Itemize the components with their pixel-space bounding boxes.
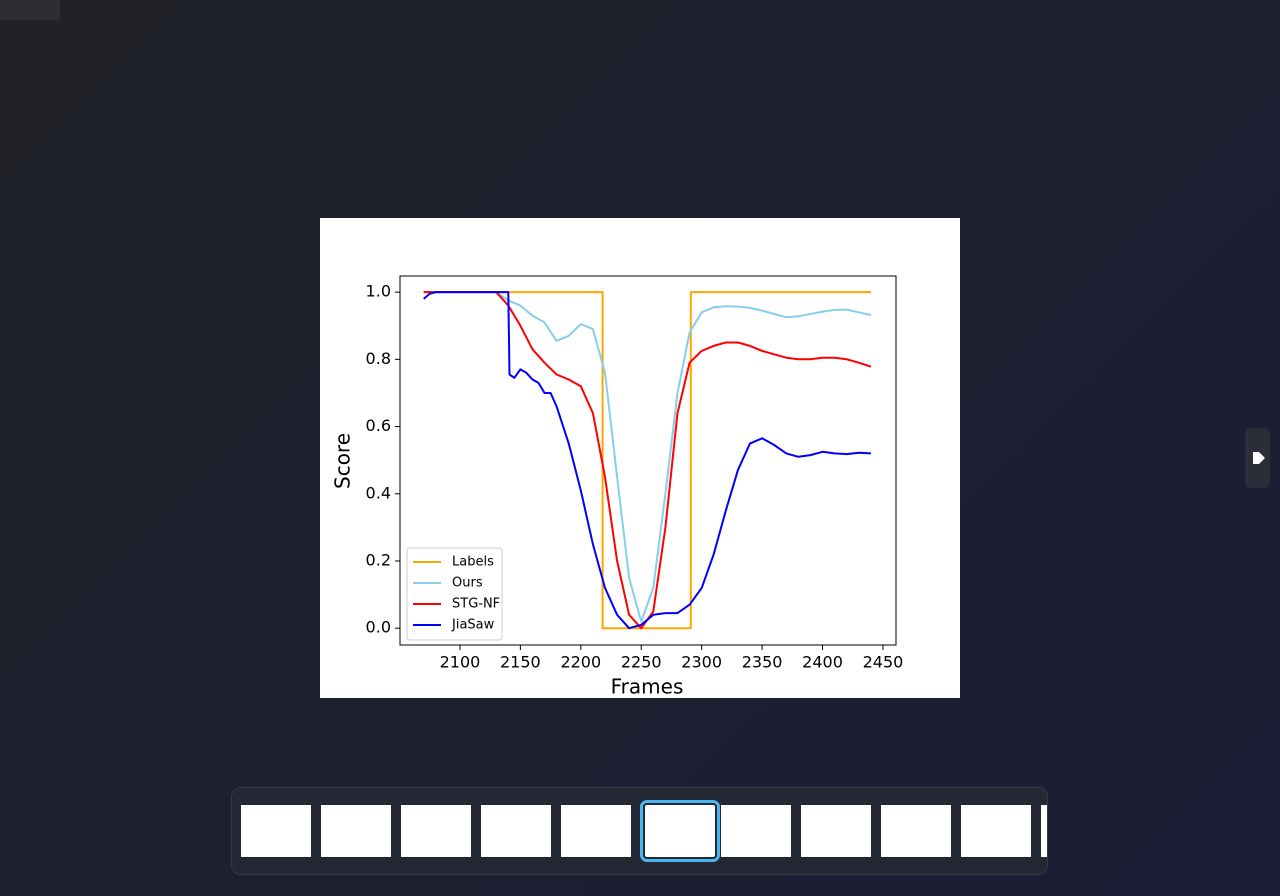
thumbnail[interactable] [481,805,551,857]
x-axis-label: Frames [611,675,684,699]
thumbnail[interactable] [401,805,471,857]
toolbar-corner [0,0,60,20]
x-tick-label: 2350 [742,653,783,672]
thumbnail[interactable] [721,805,791,857]
chart: Frames Score 2100 2150 2200 2250 2300 2350 240… [320,218,960,698]
x-tick-label: 2100 [440,653,481,672]
next-icon [1253,452,1265,464]
plot-frame [399,275,897,646]
y-axis-label: Score [331,433,355,489]
y-tick-label: 0.2 [366,550,391,569]
thumbnail[interactable] [881,805,951,857]
y-tick-label: 1.0 [366,282,391,301]
next-button[interactable] [1245,428,1270,488]
legend-label: Ours [452,576,483,591]
y-tick-label: 0.0 [366,618,391,637]
thumbnail[interactable] [561,805,631,857]
y-tick-label: 0.4 [366,483,391,502]
thumbnail[interactable] [1041,805,1047,857]
y-tick-label: 0.6 [366,416,391,435]
x-tick-label: 2200 [560,653,601,672]
y-tick-label: 0.8 [366,349,391,368]
thumbnail[interactable] [241,805,311,857]
legend-label: Labels [452,555,494,570]
x-tick-label: 2400 [802,653,843,672]
x-tick-label: 2450 [863,653,904,672]
thumbnail-strip [231,787,1048,875]
legend-label: JiaSaw [451,618,495,633]
legend-label: STG-NF [452,597,500,612]
thumbnail[interactable] [961,805,1031,857]
series-line [423,291,871,630]
thumbnail-selected[interactable] [640,800,720,862]
x-tick-label: 2250 [621,653,662,672]
series-line [423,291,871,630]
thumbnail[interactable] [801,805,871,857]
thumbnail[interactable] [321,805,391,857]
x-tick-label: 2150 [500,653,541,672]
legend-box [406,547,503,641]
x-tick-label: 2300 [681,653,722,672]
